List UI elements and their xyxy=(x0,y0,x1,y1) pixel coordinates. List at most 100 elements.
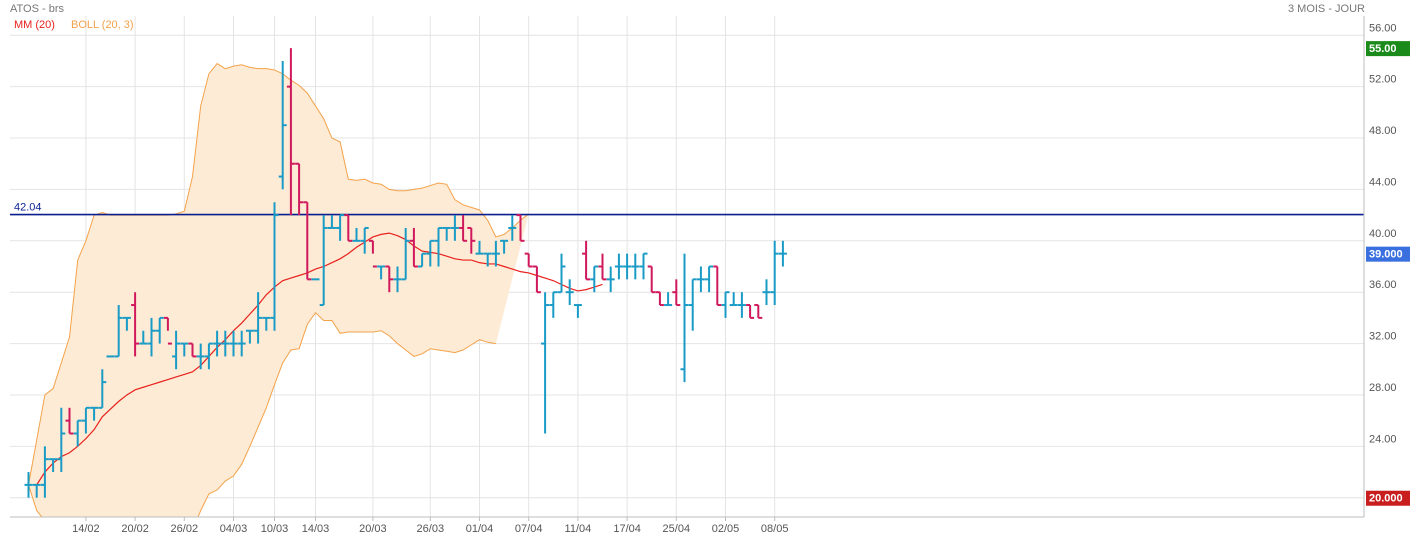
ohlc-bar xyxy=(81,406,90,434)
ohlc-bar xyxy=(631,253,640,280)
ma-line xyxy=(36,232,603,486)
ohlc-bar xyxy=(286,48,295,216)
x-tick-label: 20/02 xyxy=(121,523,149,535)
ohlc-bar xyxy=(40,446,49,498)
ohlc-bar xyxy=(606,266,615,293)
badge-label: 55.00 xyxy=(1369,43,1397,55)
ohlc-bar xyxy=(582,240,591,281)
ohlc-bar xyxy=(131,292,140,357)
ohlc-bar xyxy=(754,304,763,319)
chart-period[interactable]: 3 MOIS - JOUR xyxy=(1288,3,1365,15)
ohlc-bar xyxy=(98,369,107,409)
ohlc-bar xyxy=(516,214,525,242)
badge-last: 39.000 xyxy=(1366,246,1410,262)
ohlc-bar xyxy=(336,214,345,241)
y-tick-label: 44.00 xyxy=(1369,176,1397,188)
x-tick-label: 14/02 xyxy=(72,523,100,535)
ohlc-bar xyxy=(368,239,377,268)
y-tick-label: 48.00 xyxy=(1369,125,1397,137)
moving-average xyxy=(36,232,603,486)
ohlc-bar xyxy=(729,292,738,307)
ohlc-bar xyxy=(122,316,131,331)
ohlc-bar xyxy=(401,227,410,281)
ohlc-bar xyxy=(500,239,509,254)
ohlc-bar xyxy=(49,458,58,473)
ohlc-bar xyxy=(344,214,353,242)
ohlc-bar xyxy=(32,483,41,498)
ohlc-bar xyxy=(491,240,500,267)
ohlc-bar xyxy=(647,265,656,294)
ohlc-bar xyxy=(598,253,607,281)
ohlc-bar xyxy=(557,253,566,294)
ohlc-bar xyxy=(524,252,533,268)
ohlc-bar xyxy=(139,330,148,345)
y-tick-label: 32.00 xyxy=(1369,331,1397,343)
ohlc-bar xyxy=(541,292,550,434)
x-tick-label: 26/03 xyxy=(417,523,445,535)
ohlc-bar xyxy=(114,305,123,358)
ohlc-bar xyxy=(221,330,230,357)
ohlc-bar xyxy=(245,329,254,344)
ohlc-bar xyxy=(639,252,648,280)
ohlc-bar xyxy=(737,292,746,318)
ohlc-bars xyxy=(24,48,787,498)
ohlc-bar xyxy=(90,406,99,421)
ohlc-bar xyxy=(418,252,427,268)
ohlc-bar xyxy=(450,215,459,241)
badge-bg xyxy=(1366,490,1410,506)
ohlc-bar xyxy=(459,215,468,242)
ohlc-bar xyxy=(467,226,476,254)
ohlc-bar xyxy=(327,215,336,229)
ohlc-bar xyxy=(172,330,181,370)
ohlc-bar xyxy=(721,291,730,318)
ohlc-bar xyxy=(360,226,369,254)
ohlc-bar xyxy=(278,60,287,190)
legend-ma: MM (20) xyxy=(14,19,55,31)
x-tick-label: 11/04 xyxy=(565,523,592,535)
ohlc-bar xyxy=(65,407,74,435)
ohlc-bar xyxy=(614,253,623,280)
ohlc-bar xyxy=(393,266,402,293)
badge-label: 20.000 xyxy=(1369,493,1403,505)
ohlc-bar xyxy=(475,240,484,255)
bollinger-lower xyxy=(28,311,496,517)
y-tick-label: 24.00 xyxy=(1369,433,1397,445)
ohlc-bar xyxy=(426,239,435,267)
ohlc-bar xyxy=(672,279,681,307)
x-tick-label: 01/04 xyxy=(466,523,494,535)
ohlc-bar xyxy=(623,253,632,280)
x-tick-label: 26/02 xyxy=(171,523,199,535)
ohlc-bar xyxy=(73,419,82,447)
ohlc-bar xyxy=(237,330,246,357)
price-badges: 55.00 39.000 20.000 xyxy=(1366,41,1410,506)
ohlc-bar xyxy=(270,202,279,331)
y-tick-label: 36.00 xyxy=(1369,279,1397,291)
y-axis-ticks: 24.00 28.00 32.00 36.00 40.00 44.00 48.00 52.00… xyxy=(1369,22,1397,445)
ohlc-bar xyxy=(303,201,312,281)
ohlc-bar xyxy=(352,227,361,242)
ohlc-bar xyxy=(385,265,394,293)
ohlc-bar xyxy=(746,304,755,319)
x-tick-label: 10/03 xyxy=(261,523,289,535)
ohlc-bar xyxy=(655,291,664,307)
ohlc-bar xyxy=(319,215,328,307)
x-tick-label: 17/04 xyxy=(613,523,641,535)
ohlc-bar xyxy=(442,226,451,241)
ohlc-bar xyxy=(254,292,263,344)
ohlc-bar xyxy=(204,342,213,370)
ohlc-bar xyxy=(147,317,156,357)
x-tick-label: 08/05 xyxy=(761,523,789,535)
ohlc-bar xyxy=(24,472,33,498)
ohlc-bar xyxy=(713,265,722,307)
y-tick-label: 52.00 xyxy=(1369,74,1397,86)
ohlc-bar xyxy=(532,265,541,294)
y-tick-label: 40.00 xyxy=(1369,228,1397,240)
ohlc-bar xyxy=(229,330,238,357)
ohlc-bar xyxy=(680,253,689,383)
ohlc-bar xyxy=(377,265,386,280)
ohlc-bar xyxy=(163,316,172,345)
ohlc-bar xyxy=(180,342,189,357)
ohlc-bar xyxy=(549,291,558,318)
ohlc-bar xyxy=(188,342,197,358)
badge-bg xyxy=(1366,246,1410,262)
